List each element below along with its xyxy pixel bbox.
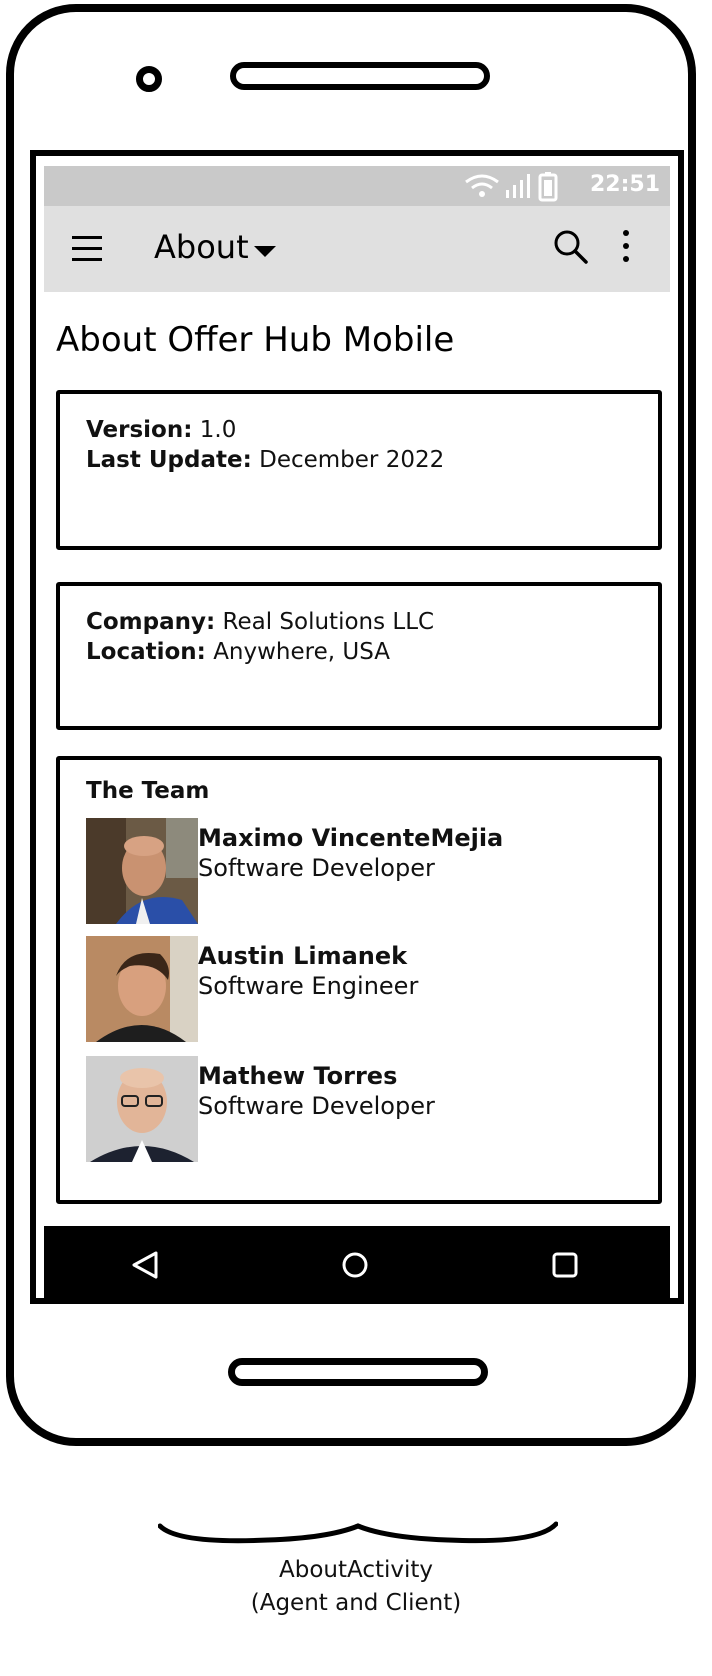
location-value: Anywhere, USA [213,639,390,665]
hamburger-menu-icon[interactable] [72,236,102,261]
signal-icon [506,174,530,198]
company-card: Company: Real Solutions LLC Location: An… [56,582,662,730]
search-icon[interactable] [552,228,590,266]
app-bar-title[interactable]: About [154,228,249,266]
battery-icon [538,172,558,202]
speaker-grille-bottom [228,1358,488,1386]
wifi-icon [465,174,499,197]
caption-subtitle: (Agent and Client) [250,1590,462,1616]
team-heading: The Team [86,778,210,804]
member-name: Mathew Torres [198,1062,398,1090]
location-label: Location: [86,639,206,665]
location-row: Location: Anywhere, USA [86,636,390,668]
last-update-label: Last Update: [86,447,252,473]
version-card: Version: 1.0 Last Update: December 2022 [56,390,662,550]
camera-icon [136,66,162,92]
status-bar: 22:51 [44,166,670,206]
company-row: Company: Real Solutions LLC [86,606,434,638]
status-clock: 22:51 [589,172,660,197]
nav-bar [44,1226,670,1304]
app-bar: About [44,206,670,292]
version-row: Version: 1.0 [86,414,236,446]
brace-annotation [158,1521,558,1544]
team-card: The Team Maximo VincenteMejia Software D… [56,756,662,1204]
recents-icon[interactable] [550,1250,580,1280]
member-role: Software Developer [198,854,435,882]
home-icon[interactable] [340,1250,370,1280]
version-label: Version: [86,417,193,443]
more-vert-icon[interactable] [620,230,632,266]
member-photo [86,818,198,924]
member-name: Austin Limanek [198,942,408,970]
version-value: 1.0 [199,417,237,443]
caption-title: AboutActivity [278,1557,433,1583]
caret-down-icon[interactable] [254,246,276,257]
member-photo [86,936,198,1042]
member-role: Software Engineer [198,972,419,1000]
member-name: Maximo VincenteMejia [198,824,504,852]
last-update-value: December 2022 [259,447,445,473]
screen-caption: AboutActivity (Agent and Client) [0,1554,712,1620]
member-photo [86,1056,198,1162]
company-value: Real Solutions LLC [222,609,435,635]
speaker-grille-top [230,62,490,90]
back-icon[interactable] [130,1250,160,1280]
member-role: Software Developer [198,1092,435,1120]
last-update-row: Last Update: December 2022 [86,444,444,476]
page-title: About Offer Hub Mobile [56,320,455,360]
company-label: Company: [86,609,216,635]
